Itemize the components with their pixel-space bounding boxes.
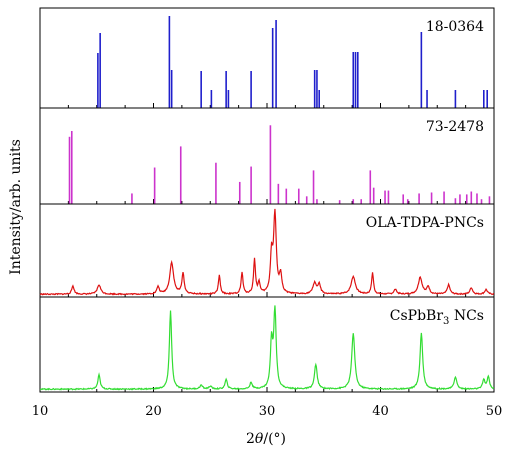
panel-label: 73-2478 <box>426 119 484 135</box>
panel-2: 73-2478 <box>39 107 495 205</box>
panel-label: 18-0364 <box>426 19 484 35</box>
x-tick-label: 40 <box>372 404 389 419</box>
xrd-pattern-line <box>39 305 495 391</box>
x-tick-label: 50 <box>486 404 503 419</box>
x-tick-label: 20 <box>145 404 162 419</box>
panel-1: 18-0364 <box>39 7 495 109</box>
panel-label: OLA-TDPA-PNCs <box>366 215 484 231</box>
x-axis: 10 20 30 40 50 <box>32 404 503 419</box>
panels-group: 18-0364 73-2478 OLA-TDPA-PNCs CsPbBr3 NCs <box>39 7 495 393</box>
panel-4: CsPbBr3 NCs <box>39 296 495 393</box>
x-axis-label: 2θ/(°) <box>246 431 286 447</box>
panel-label: CsPbBr3 NCs <box>390 308 484 327</box>
panel-3: OLA-TDPA-PNCs <box>39 203 495 298</box>
x-tick-label: 10 <box>32 404 49 419</box>
xrd-pattern-line <box>39 208 495 296</box>
y-axis-label: Intensity/arb. units <box>8 139 24 275</box>
x-tick-label: 30 <box>259 404 276 419</box>
